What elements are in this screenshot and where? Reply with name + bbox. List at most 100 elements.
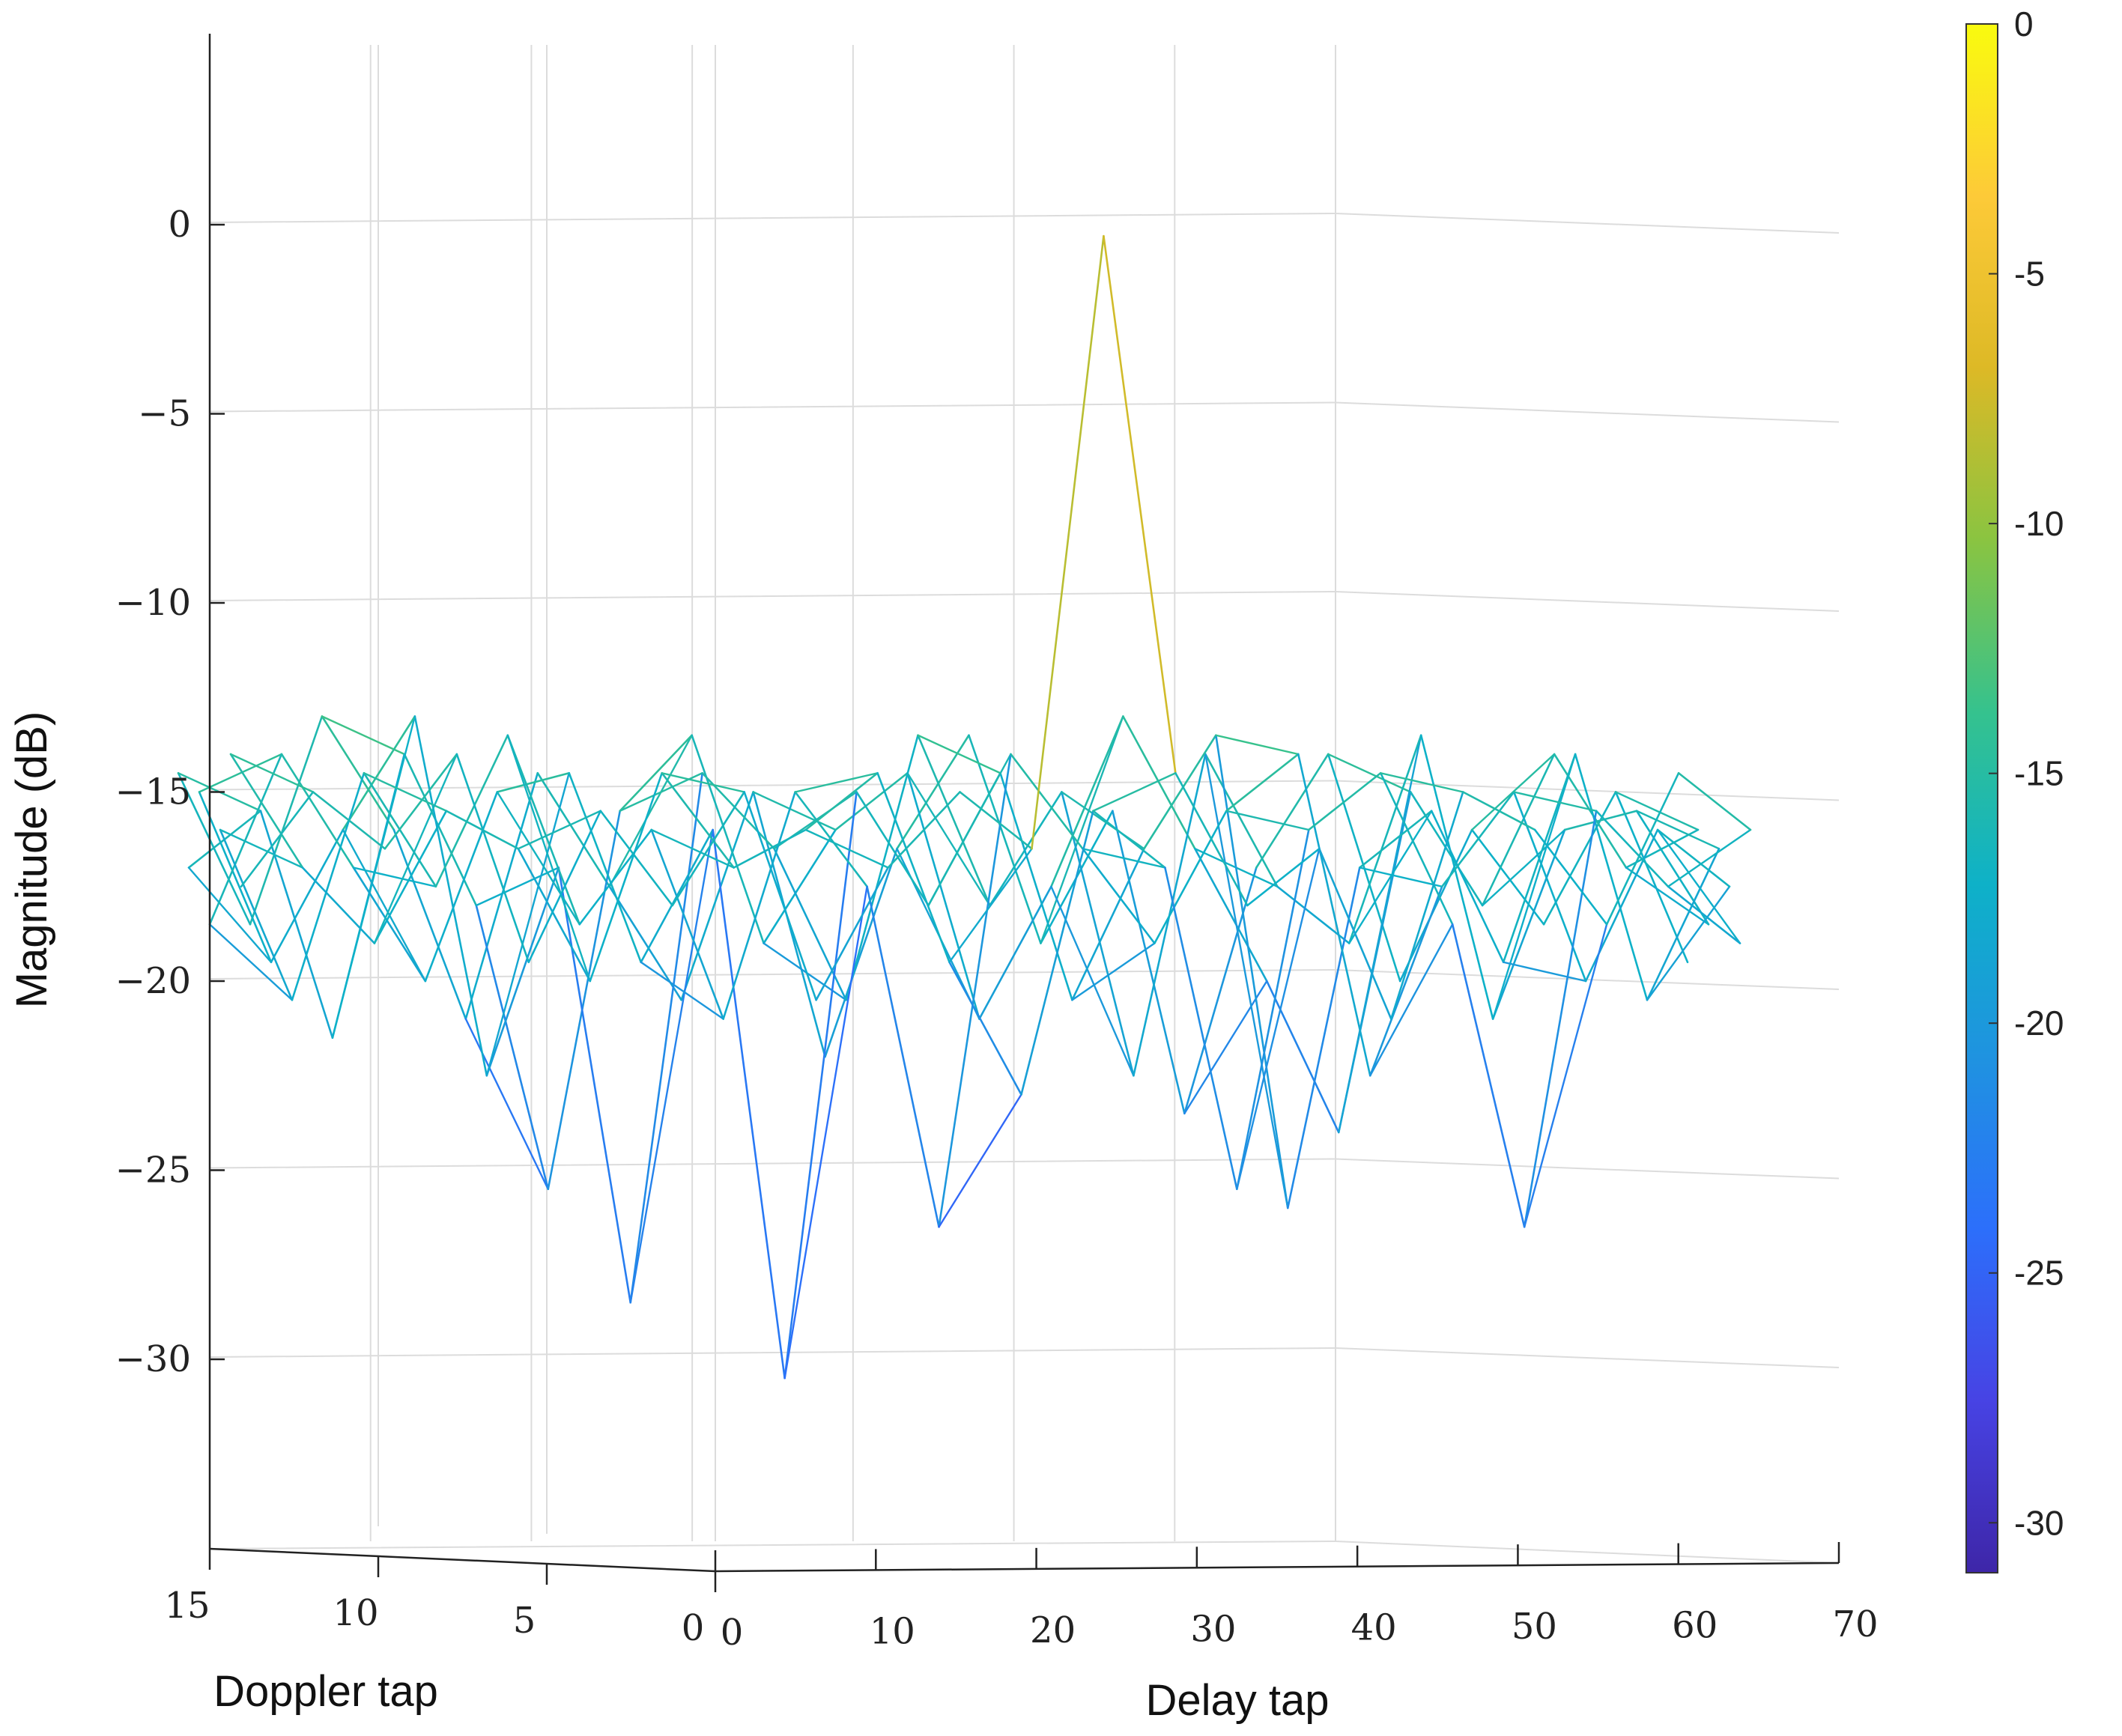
colorbar-tick-label-6: -30 bbox=[2014, 1503, 2064, 1542]
doppler-axis-line bbox=[209, 1547, 716, 1573]
mesh-link-0-12 bbox=[1040, 715, 1124, 944]
mesh-segment-6-20 bbox=[1677, 771, 1752, 831]
grid-line-z-2 bbox=[209, 590, 1840, 612]
mesh-segment-3-12 bbox=[1071, 847, 1145, 1001]
grid-line-z-4 bbox=[209, 968, 1840, 990]
mesh-segment-6-13 bbox=[1174, 771, 1249, 907]
mesh-segment-3-20 bbox=[1646, 847, 1721, 1001]
mesh-link-1-0 bbox=[187, 867, 273, 963]
mesh-link-2-0 bbox=[198, 753, 283, 793]
mesh-segment-4-3 bbox=[434, 734, 509, 888]
mesh-segment-5-15 bbox=[1307, 771, 1382, 831]
mesh-segment-0-3 bbox=[392, 828, 467, 1020]
mesh-segment-2-3 bbox=[413, 715, 488, 1077]
mesh-segment-3-4 bbox=[496, 771, 571, 793]
mesh-segment-4-17 bbox=[1440, 791, 1515, 888]
mesh-segment-5-11 bbox=[1020, 810, 1094, 1096]
mesh-segment-1-7 bbox=[691, 734, 765, 944]
mesh-segment-3-11 bbox=[999, 771, 1073, 1001]
mesh-segment-2-9 bbox=[845, 734, 919, 1001]
mesh-link-1-12 bbox=[1050, 885, 1135, 1077]
mesh-segment-0-16 bbox=[1327, 753, 1401, 983]
mesh-segment-1-4 bbox=[475, 904, 550, 1191]
mesh-segment-5-10 bbox=[948, 961, 1022, 1096]
mesh-link-4-8 bbox=[794, 772, 879, 793]
mesh-segment-2-18 bbox=[1491, 828, 1566, 1020]
mesh-segment-1-9 bbox=[834, 771, 909, 831]
mesh-link-5-12 bbox=[1092, 772, 1177, 812]
mesh-segment-4-18 bbox=[1512, 791, 1587, 983]
mesh-link-0-4 bbox=[464, 1018, 549, 1190]
mesh-segment-2-0 bbox=[198, 791, 273, 964]
z-tick-label-4: −20 bbox=[115, 960, 191, 1002]
mesh-link-4-18 bbox=[1512, 791, 1598, 812]
mesh-segment-5-12 bbox=[1092, 810, 1166, 869]
mesh-segment-6-18 bbox=[1533, 828, 1608, 926]
mesh-segment-6-7 bbox=[743, 791, 817, 1001]
mesh-segment-5-19 bbox=[1595, 810, 1670, 888]
mesh-segment-4-15 bbox=[1297, 753, 1371, 1077]
colorbar-tick-label-1: -5 bbox=[2014, 255, 2045, 294]
mesh-segment-0-1 bbox=[249, 715, 324, 926]
delay-tick-label-4: 40 bbox=[1351, 1607, 1397, 1649]
mesh-link-3-16 bbox=[1359, 867, 1443, 887]
mesh-segment-3-5 bbox=[568, 771, 643, 964]
mesh-link-0-6 bbox=[608, 734, 693, 887]
mesh-segment-2-19 bbox=[1563, 810, 1638, 831]
mesh-segment-0-15 bbox=[1255, 753, 1330, 869]
colorbar-gradient bbox=[1965, 23, 1998, 1573]
mesh-link-3-12 bbox=[1071, 942, 1156, 1001]
mesh-segment-6-11 bbox=[1031, 234, 1105, 850]
mesh-link-4-10 bbox=[938, 1093, 1022, 1228]
colorbar: 0 -5 -10 -15 -20 -25 -30 bbox=[1965, 4, 2064, 1573]
mesh-segment-6-17 bbox=[1461, 791, 1536, 831]
delay-axis-line bbox=[715, 1562, 1840, 1573]
doppler-tick-label-2: 5 bbox=[513, 1600, 536, 1642]
mesh-segment-5-20 bbox=[1667, 885, 1741, 944]
mesh-segment-0-13 bbox=[1112, 810, 1186, 1115]
doppler-tick-label-3: 0 bbox=[682, 1607, 705, 1649]
mesh-link-5-20 bbox=[1667, 828, 1752, 887]
mesh-link-5-10 bbox=[948, 848, 1033, 963]
mesh-segment-6-5 bbox=[599, 810, 674, 907]
mesh-segment-4-11 bbox=[1010, 753, 1084, 850]
mesh-link-1-18 bbox=[1481, 828, 1566, 907]
mesh-segment-1-18 bbox=[1481, 753, 1556, 907]
mesh-segment-3-19 bbox=[1574, 753, 1649, 1001]
mesh-segment-1-12 bbox=[1050, 715, 1124, 888]
colorbar-tick-label-2: -10 bbox=[2014, 504, 2064, 543]
mesh-segment-1-20 bbox=[1625, 828, 1700, 869]
z-tick-label-6: −30 bbox=[115, 1338, 191, 1380]
mesh-link-0-14 bbox=[1183, 980, 1268, 1114]
mesh-segment-6-15 bbox=[1318, 847, 1392, 1020]
mesh-segment-3-3 bbox=[424, 791, 499, 983]
mesh-segment-3-0 bbox=[208, 753, 283, 926]
doppler-axis-label: Doppler tap bbox=[213, 1667, 438, 1716]
mesh-segment-1-1 bbox=[259, 810, 334, 1040]
mesh-segment-6-12 bbox=[1103, 234, 1177, 774]
grid-line-z-0 bbox=[209, 212, 1840, 234]
mesh-link-3-0 bbox=[208, 923, 294, 1001]
mesh-link-2-10 bbox=[917, 734, 1001, 774]
mesh-segment-3-17 bbox=[1430, 810, 1505, 964]
mesh-link-4-14 bbox=[1225, 810, 1310, 831]
delay-tick-label-2: 20 bbox=[1030, 1609, 1076, 1651]
mesh-segment-1-13 bbox=[1122, 715, 1196, 850]
mesh-link-0-16 bbox=[1327, 753, 1412, 793]
mesh-segment-5-1 bbox=[301, 867, 376, 944]
mesh-segment-5-18 bbox=[1523, 810, 1598, 1228]
mesh-segment-3-14 bbox=[1215, 734, 1289, 1210]
mesh-segment-6-8 bbox=[815, 867, 889, 1001]
mesh-segment-6-3 bbox=[455, 753, 530, 964]
mesh-link-0-2 bbox=[321, 715, 406, 756]
mesh-segment-4-10 bbox=[938, 753, 1012, 1228]
mesh-link-3-4 bbox=[496, 791, 580, 926]
mesh-segment-5-0 bbox=[229, 753, 304, 869]
mesh-segment-0-5 bbox=[536, 771, 611, 888]
mesh-segment-3-2 bbox=[352, 867, 427, 983]
mesh-link-5-18 bbox=[1523, 923, 1608, 1228]
mesh-segment-3-13 bbox=[1143, 734, 1217, 850]
mesh-link-0-8 bbox=[752, 791, 837, 831]
mesh-segment-2-14 bbox=[1204, 753, 1279, 888]
mesh-segment-4-16 bbox=[1368, 885, 1443, 1077]
